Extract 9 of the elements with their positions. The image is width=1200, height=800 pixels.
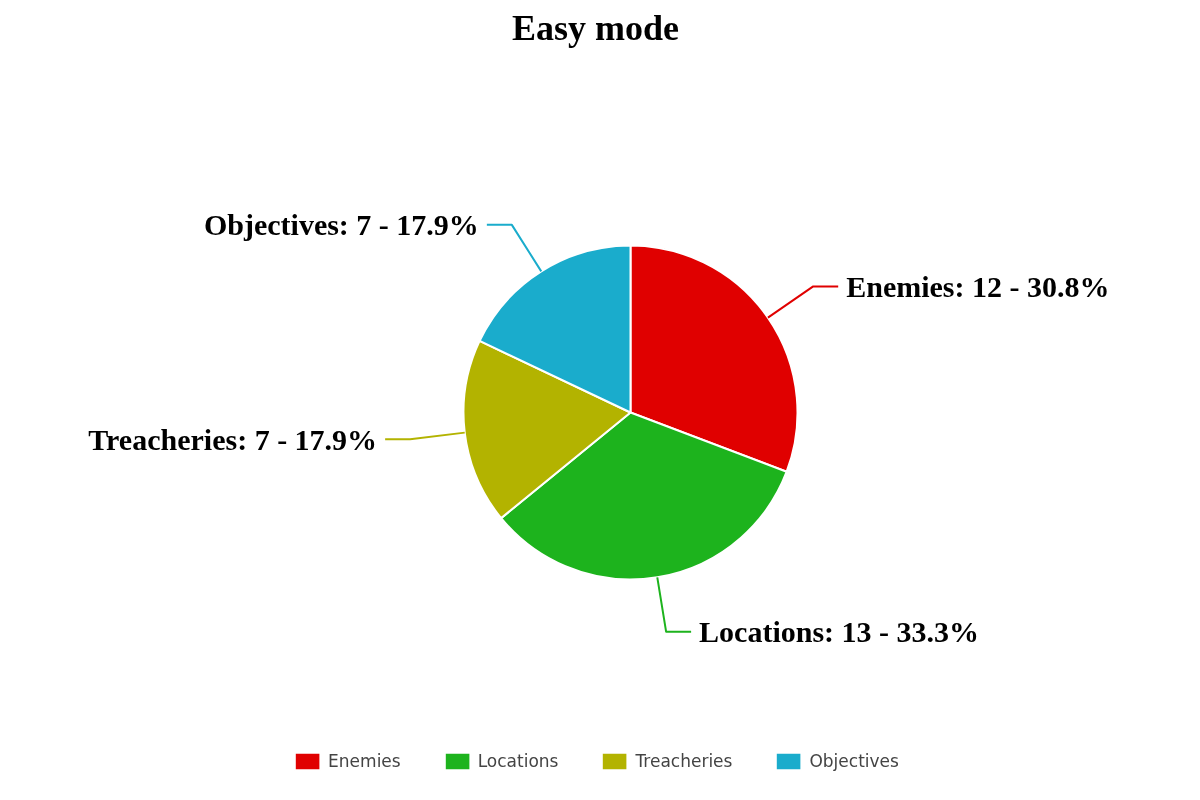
data-label: Objectives: 7 - 17.9% xyxy=(203,208,479,242)
data-label: Treacheries: 7 - 17.9% xyxy=(88,422,378,456)
legend-label: Enemies xyxy=(328,751,401,771)
legend-label: Treacheries xyxy=(635,751,733,771)
data-label: Locations: 13 - 33.3% xyxy=(699,615,980,649)
legend-label: Objectives xyxy=(809,751,899,771)
data-label: Enemies: 12 - 30.8% xyxy=(846,269,1110,303)
legend-label: Locations xyxy=(477,751,559,771)
chart-title: Easy mode xyxy=(512,7,680,48)
